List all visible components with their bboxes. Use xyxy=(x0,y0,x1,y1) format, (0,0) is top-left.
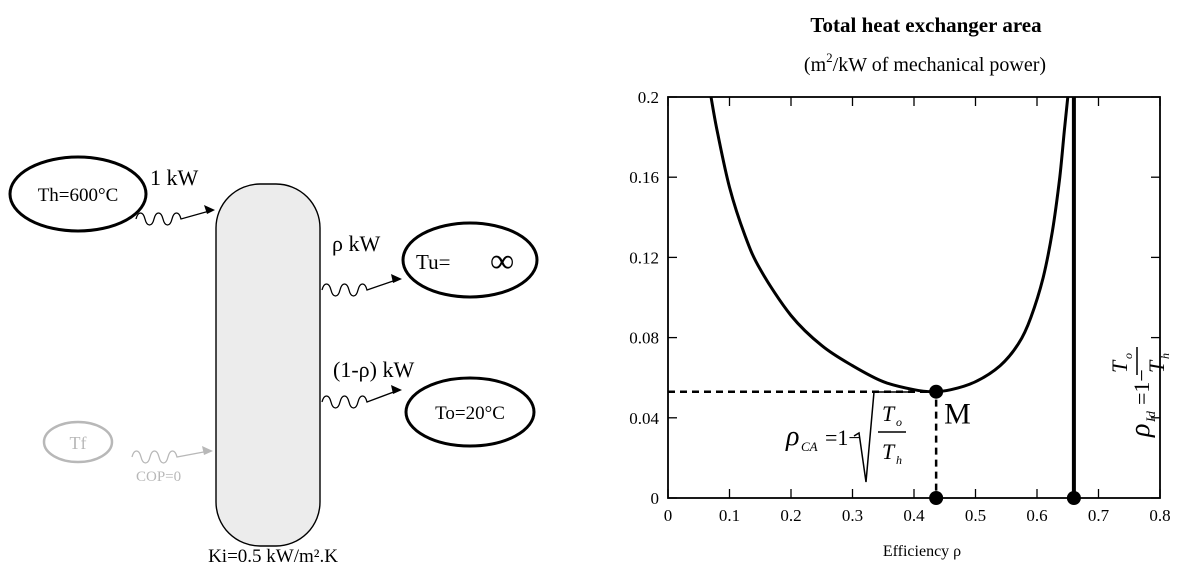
ca-subscript: CA xyxy=(801,439,818,454)
axis-ticks xyxy=(667,96,1161,499)
exchange-coefficient-label: Ki=0.5 kW/m².K xyxy=(208,546,338,562)
x-tick-label: 0.6 xyxy=(1026,506,1047,525)
plot-frame xyxy=(667,96,1161,499)
x-tick-label: 0.2 xyxy=(780,506,801,525)
superscript-two: 2 xyxy=(826,50,833,65)
chart-subtitle: (m2/kW of mechanical power) xyxy=(804,50,1046,76)
x-tick-label: 0.7 xyxy=(1088,506,1110,525)
ca-denominator: T xyxy=(882,439,896,464)
ca-numerator-sub: o xyxy=(896,415,902,429)
id-denominator: T xyxy=(1144,359,1169,373)
heat-out-arrowhead xyxy=(391,385,402,394)
engine-body xyxy=(215,183,321,547)
cold-source-ellipse xyxy=(42,420,114,464)
ideal-x-marker xyxy=(1066,491,1081,505)
heat-out-arrow xyxy=(321,389,400,409)
ca-denominator-sub: h xyxy=(896,453,902,467)
optimum-label: M xyxy=(944,398,971,431)
cold-source-arrowhead xyxy=(202,446,213,455)
id-numerator: T xyxy=(1107,359,1132,373)
useful-sink-ellipse xyxy=(401,221,539,299)
chart-title: Total heat exchanger area xyxy=(810,13,1042,37)
optimum-x-marker xyxy=(929,491,944,505)
id-denominator-sub: h xyxy=(1158,353,1172,359)
cold-sink-label: To=20°C xyxy=(435,403,505,424)
x-tick-label: 0.8 xyxy=(1149,506,1170,525)
heat-in-arrow xyxy=(135,209,214,226)
ca-numerator: T xyxy=(882,401,896,426)
tick-labels: 0 0.1 0.2 0.3 0.4 0.5 0.6 0.7 0.8 0 0.04 0.08 0.12 0.… xyxy=(629,88,1170,525)
work-out-label: ρ kW xyxy=(332,231,380,256)
work-out-arrowhead xyxy=(391,274,402,283)
y-tick-label: 0.04 xyxy=(629,409,659,428)
hot-source-ellipse xyxy=(8,155,148,233)
y-tick-label: 0 xyxy=(651,489,660,508)
optimum-point xyxy=(929,384,944,399)
ideal-efficiency-formula: ρ Id =1− T o T h xyxy=(1107,347,1172,438)
heat-out-label: (1-ρ) kW xyxy=(333,357,414,382)
x-axis-label: Efficiency ρ xyxy=(883,543,961,560)
id-numerator-sub: o xyxy=(1121,353,1135,359)
engine-diagram: Th=600°C 1 kW ρ kW Tu= ∞ (1-ρ) kW To=20°… xyxy=(8,155,539,567)
radical-sign xyxy=(853,391,908,483)
cold-source-label: Tf xyxy=(70,433,87,453)
cop-label: COP=0 xyxy=(136,469,181,485)
x-tick-label: 0.5 xyxy=(965,506,986,525)
y-tick-label: 0.08 xyxy=(629,329,659,348)
curzon-ahlborn-formula: ρ CA =1− T o T h xyxy=(785,391,908,483)
ca-equals: =1− xyxy=(825,425,861,450)
y-tick-label: 0.16 xyxy=(629,168,659,187)
x-tick-label: 0 xyxy=(664,506,673,525)
chart: Total heat exchanger area (m2/kW of mech… xyxy=(629,13,1172,560)
heat-in-arrowhead xyxy=(204,205,215,214)
x-tick-label: 0.4 xyxy=(903,506,925,525)
infinity-symbol: ∞ xyxy=(490,243,514,280)
series-line xyxy=(709,96,1070,394)
work-out-arrow xyxy=(321,278,400,297)
cold-source-arrow xyxy=(131,450,210,464)
ca-symbol: ρ xyxy=(785,421,799,452)
y-tick-label: 0.2 xyxy=(638,88,659,107)
useful-sink-label: Tu= xyxy=(416,250,450,274)
id-equals: =1− xyxy=(1129,369,1154,405)
y-tick-label: 0.12 xyxy=(629,248,659,267)
heat-in-label: 1 kW xyxy=(150,165,199,190)
hot-source-label: Th=600°C xyxy=(38,185,119,206)
id-symbol: ρ xyxy=(1125,424,1156,438)
x-tick-label: 0.1 xyxy=(719,506,740,525)
id-subscript: Id xyxy=(1143,411,1158,423)
x-tick-label: 0.3 xyxy=(842,506,863,525)
cold-sink-ellipse xyxy=(404,376,536,448)
